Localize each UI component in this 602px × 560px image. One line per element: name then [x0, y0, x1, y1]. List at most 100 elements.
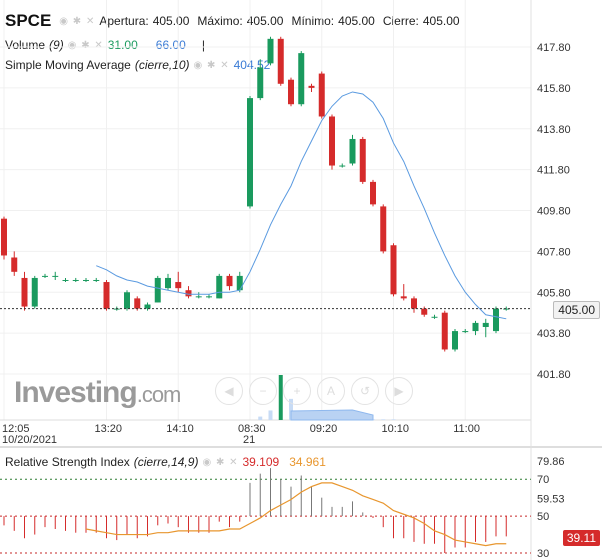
legend-separator: | — [201, 38, 205, 52]
sma-legend: Simple Moving Average (cierre,10) ◉ ✱ ✕ … — [5, 58, 270, 72]
last-price-badge: 405.00 — [553, 301, 600, 319]
candle-body — [267, 38, 274, 64]
y-tick-label: 411.80 — [537, 165, 570, 177]
candle-body — [411, 298, 417, 309]
close-label: Cierre: — [382, 14, 419, 28]
y-tick-label: 405.80 — [537, 287, 571, 299]
zoom-in-icon[interactable]: + — [283, 377, 311, 405]
candle-body — [390, 245, 397, 295]
rsi-controls-icon[interactable]: ◉ ✱ ✕ — [202, 456, 239, 468]
candle-body — [400, 296, 407, 299]
volume-bar — [381, 419, 386, 420]
candle-body — [42, 275, 48, 277]
y-tick-label: 413.80 — [537, 124, 571, 136]
candle-body — [83, 279, 89, 281]
volume-bar — [391, 419, 396, 420]
logo-brand: Investing — [14, 376, 138, 409]
x-tick-label: 09:20 — [310, 423, 338, 435]
candle-body — [11, 257, 18, 272]
candle-body — [462, 331, 469, 333]
candle-body — [1, 218, 7, 256]
candle-body — [482, 322, 489, 327]
candle-body — [288, 79, 294, 105]
x-tick-label: 14:10 — [166, 423, 194, 435]
candle-body — [431, 316, 438, 318]
candle-body — [472, 322, 479, 332]
rsi-y-tick-label: 50 — [537, 511, 549, 523]
candle-body — [21, 277, 28, 307]
legend-controls-icon[interactable]: ◉ ✱ ✕ — [59, 15, 96, 27]
candle-body — [185, 290, 192, 297]
zoom-out-icon[interactable]: − — [249, 377, 277, 405]
sma-param: (cierre,10) — [134, 58, 190, 72]
x-tick-label: 08:30 — [238, 423, 266, 435]
scroll-left-icon[interactable]: ◀ — [215, 377, 243, 405]
x-tick-label: 10:10 — [382, 423, 410, 435]
rsi-legend: Relative Strength Index (cierre,14,9) ◉ … — [5, 455, 326, 469]
rsi-y-tick-label: 59.53 — [537, 494, 565, 506]
candle-body — [421, 308, 428, 315]
candle-body — [93, 279, 100, 281]
scroll-right-icon[interactable]: ▶ — [385, 377, 413, 405]
high-label: Máximo: — [197, 14, 243, 28]
candle-body — [370, 181, 376, 205]
candle-body — [359, 138, 366, 182]
rsi-y-tick-label: 70 — [537, 474, 549, 486]
y-tick-label: 407.80 — [537, 246, 571, 258]
rsi-value-1: 39.109 — [242, 455, 280, 469]
candle-body — [226, 275, 233, 287]
rsi-label: Relative Strength Index — [5, 455, 130, 469]
candle-body — [52, 275, 59, 277]
candle-body — [441, 312, 448, 350]
candle-body — [31, 277, 38, 307]
rsi-badge: 39.11 — [562, 530, 600, 546]
open-label: Apertura: — [99, 14, 149, 28]
candle-body — [236, 275, 243, 291]
candle-body — [195, 296, 202, 298]
y-tick-label: 415.80 — [537, 83, 571, 95]
candle-body — [308, 85, 315, 88]
volume-label: Volume — [5, 38, 46, 52]
open-value: 405.00 — [152, 14, 190, 28]
candle-body — [380, 206, 387, 252]
sma-label: Simple Moving Average — [5, 58, 131, 72]
volume-value-1: 31.00 — [107, 38, 138, 52]
y-tick-label: 403.80 — [537, 328, 571, 340]
header-legend: SPCE ◉ ✱ ✕ Apertura: 405.00 Máximo: 405.… — [5, 11, 464, 31]
x-tick-label: 11:00 — [453, 423, 480, 435]
candle-body — [503, 308, 510, 310]
candle-body — [103, 282, 110, 309]
volume-bar — [268, 410, 273, 420]
sma-controls-icon[interactable]: ◉ ✱ ✕ — [193, 59, 230, 71]
x-tick-sublabel: 10/20/2021 — [2, 434, 57, 446]
investing-logo: Investing.com — [14, 376, 182, 410]
y-tick-label: 401.80 — [537, 369, 571, 381]
rsi-param: (cierre,14,9) — [133, 455, 199, 469]
candle-body — [206, 296, 212, 298]
candle-body — [247, 98, 253, 207]
logo-suffix: .com — [136, 382, 182, 407]
candle-body — [329, 116, 335, 166]
volume-bar — [278, 375, 283, 420]
text-tool-icon[interactable]: A — [317, 377, 345, 405]
candle-body — [124, 292, 130, 309]
rsi-signal-line — [85, 482, 507, 547]
x-tick-label: 12:05 — [2, 423, 30, 435]
symbol-title: SPCE — [5, 11, 52, 30]
candle-body — [134, 298, 141, 309]
candle-body — [349, 138, 356, 164]
volume-controls-icon[interactable]: ◉ ✱ ✕ — [67, 39, 104, 51]
candle-body — [62, 279, 69, 281]
candle-body — [165, 277, 171, 289]
candle-body — [257, 67, 264, 99]
candle-body — [175, 282, 182, 289]
reset-icon[interactable]: ↺ — [351, 377, 379, 405]
candle-body — [493, 308, 499, 332]
volume-bar — [258, 416, 263, 420]
rsi-y-tick-label: 30 — [537, 548, 549, 560]
candle-body — [298, 53, 305, 105]
y-tick-label: 417.80 — [537, 42, 571, 54]
x-tick-label: 13:20 — [95, 423, 123, 435]
candle-body — [277, 38, 284, 84]
